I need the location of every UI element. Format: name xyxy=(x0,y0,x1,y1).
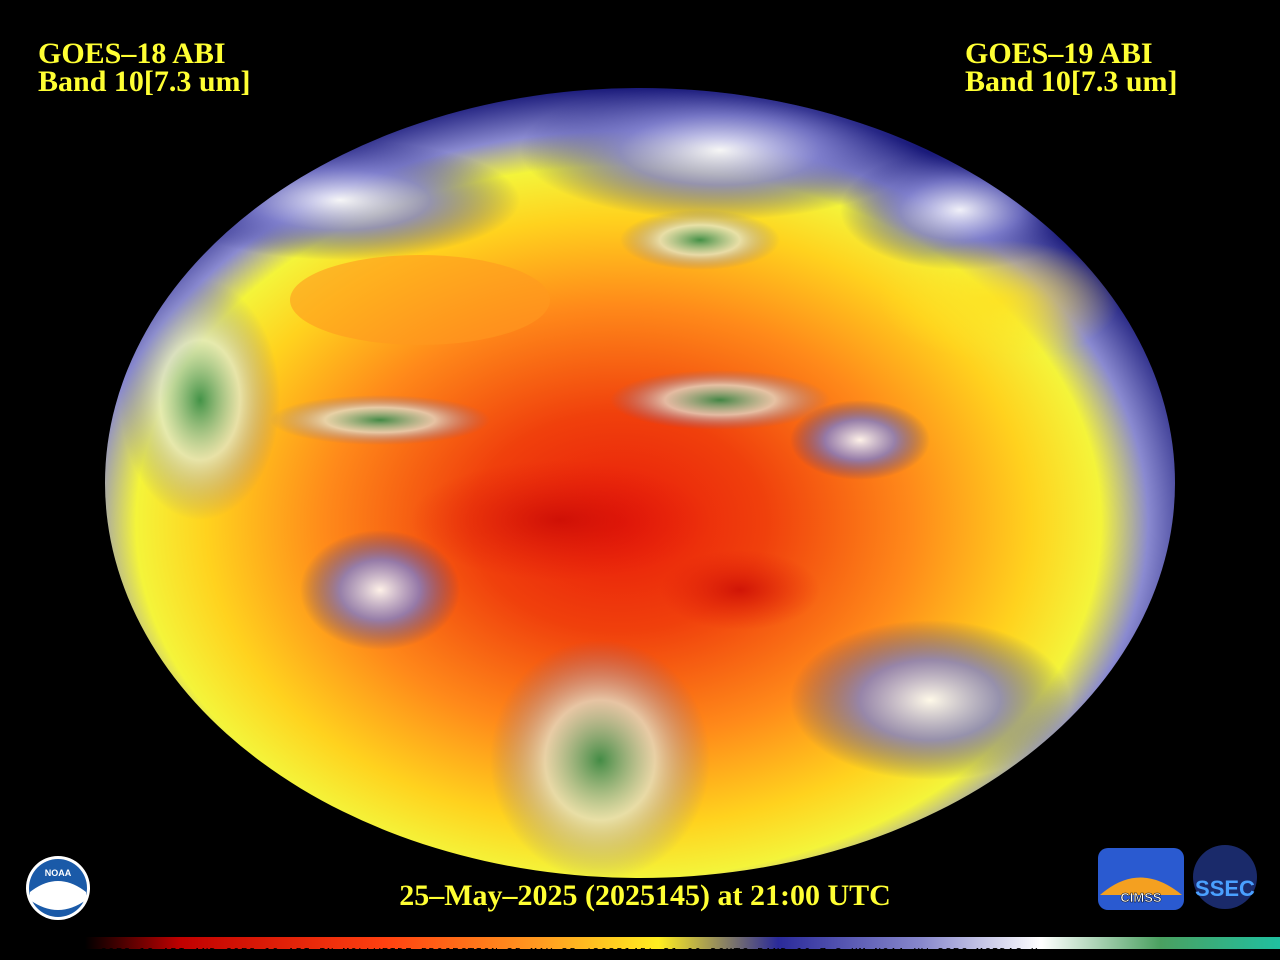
cloud-features xyxy=(120,88,1120,878)
cimss-logo: CIMSS xyxy=(1098,848,1184,910)
noaa-logo: NOAA xyxy=(26,856,90,920)
color-bar xyxy=(85,937,1280,949)
left-satellite: GOES–18 ABI xyxy=(38,37,226,70)
footer-text: GOES-18 ABI AND GOES-19 ABI IN MOLLWEIDE… xyxy=(100,946,1039,959)
ssec-text: SSEC xyxy=(1195,876,1255,901)
ssec-logo: SSEC xyxy=(1193,845,1257,909)
noaa-text: NOAA xyxy=(45,868,72,878)
right-satellite: GOES–19 ABI xyxy=(965,37,1153,70)
timestamp: 25–May–2025 (2025145) at 21:00 UTC xyxy=(399,879,891,912)
left-band: Band 10[7.3 um] xyxy=(38,65,251,98)
cimss-text: CIMSS xyxy=(1120,890,1162,905)
right-band: Band 10[7.3 um] xyxy=(965,65,1178,98)
